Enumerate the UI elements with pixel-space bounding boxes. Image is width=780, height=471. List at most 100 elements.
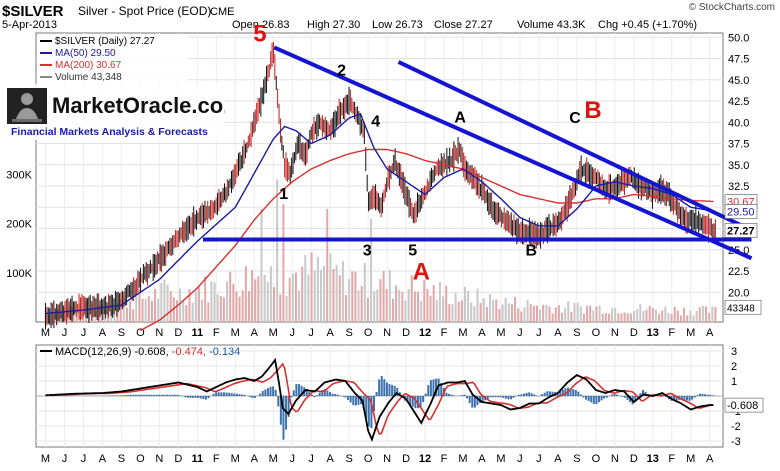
macd-histogram-bar	[621, 396, 623, 397]
volume-bar	[508, 303, 510, 322]
macd-histogram-bar	[169, 395, 171, 396]
x-tick-label: F	[441, 327, 448, 339]
volume-bar	[257, 276, 259, 322]
volume-bar	[555, 307, 557, 322]
x-tick-label: 13	[647, 327, 659, 339]
volume-bar	[311, 252, 313, 322]
volume-bar	[570, 312, 572, 322]
macd-histogram-bar	[153, 395, 155, 396]
macd-histogram-bar	[378, 379, 380, 396]
macd-histogram-bar	[689, 396, 691, 401]
volume-bar	[689, 311, 691, 322]
wave-label: A	[454, 109, 466, 126]
wave-label: 1	[279, 186, 288, 203]
volume-bar	[367, 298, 369, 322]
macd-histogram-bar	[158, 395, 160, 396]
logo-text: MarketOracle.co.uk	[52, 93, 225, 118]
volume-bar	[711, 307, 713, 322]
volume-bar	[674, 307, 676, 322]
x-tick-label: O	[364, 453, 373, 465]
volume-bar	[514, 297, 516, 322]
macd-histogram-bar	[471, 396, 473, 408]
volume-bar	[232, 284, 234, 322]
volume-bar	[295, 273, 297, 322]
volume-bar	[386, 289, 388, 322]
macd-histogram-bar	[704, 394, 706, 396]
wave-label: B	[526, 243, 538, 260]
macd-histogram-bar	[518, 395, 520, 396]
volume-bar	[192, 303, 194, 322]
volume-bar	[658, 314, 660, 322]
wave-label: 2	[337, 63, 346, 80]
volume-bar	[345, 295, 347, 322]
price-tick-label: 32.5	[728, 181, 749, 193]
volume-bar	[492, 300, 494, 322]
volume-bar	[517, 308, 519, 322]
macd-histogram-bar	[226, 392, 228, 396]
macd-histogram-bar	[611, 395, 613, 396]
macd-histogram-bar	[143, 395, 145, 396]
macd-histogram-bar	[135, 395, 137, 396]
x-tick-label: S	[573, 327, 580, 339]
volume-bar	[273, 287, 275, 322]
x-tick-label: M	[231, 453, 240, 465]
macd-histogram-bar	[254, 396, 256, 398]
x-tick-label: M	[269, 453, 278, 465]
volume-bar	[486, 307, 488, 322]
x-tick-label: F	[441, 453, 448, 465]
x-tick-label: 12	[419, 453, 431, 465]
volume-bar	[132, 309, 134, 322]
volume-bar	[608, 314, 610, 322]
x-tick-label: M	[231, 327, 240, 339]
macd-histogram-bar	[595, 396, 597, 404]
volume-bar	[599, 305, 601, 322]
macd-histogram-bar	[686, 396, 688, 400]
quote-field: Close 27.27	[434, 19, 493, 31]
macd-histogram-bar	[345, 396, 347, 397]
macd-histogram-bar	[270, 387, 272, 396]
volume-bar	[170, 291, 172, 322]
x-tick-label: A	[554, 453, 562, 465]
macd-histogram-bar	[329, 392, 331, 396]
macd-histogram-bar	[119, 395, 121, 396]
volume-bar	[279, 294, 281, 322]
volume-bar	[135, 295, 137, 322]
macd-histogram-bar	[238, 394, 240, 396]
volume-bar	[430, 296, 432, 322]
volume-bar	[464, 287, 466, 322]
x-tick-label: F	[213, 327, 220, 339]
x-tick-label: J	[289, 327, 295, 339]
volume-bar	[401, 292, 403, 322]
macd-histogram-bar	[712, 395, 714, 396]
volume-bar	[157, 299, 159, 322]
volume-bar	[260, 209, 262, 322]
x-tick-label: A	[706, 327, 714, 339]
macd-histogram-bar	[332, 394, 334, 396]
macd-histogram-bar	[156, 395, 158, 396]
macd-histogram-bar	[513, 396, 515, 398]
macd-histogram-bar	[352, 396, 354, 405]
macd-histogram-bar	[694, 396, 696, 397]
macd-histogram-bar	[598, 396, 600, 402]
volume-bar	[426, 289, 428, 322]
volume-bar	[267, 282, 269, 322]
volume-bar	[639, 304, 641, 322]
volume-bar	[530, 304, 532, 322]
macd-histogram-bar	[298, 384, 300, 396]
volume-bar	[129, 301, 131, 322]
volume-bar	[154, 289, 156, 322]
volume-bar	[373, 291, 375, 322]
volume-bar	[448, 304, 450, 322]
volume-bar	[664, 307, 666, 322]
macd-histogram-bar	[295, 384, 297, 396]
macd-histogram-bar	[313, 396, 315, 397]
x-tick-label: S	[345, 453, 352, 465]
volume-bar	[671, 314, 673, 322]
volume-bar	[317, 257, 319, 322]
x-tick-label: N	[155, 327, 163, 339]
volume-bar	[470, 302, 472, 322]
volume-bar	[298, 290, 300, 322]
volume-bar	[624, 313, 626, 322]
volume-bar	[552, 313, 554, 322]
macd-histogram-bar	[148, 395, 150, 396]
